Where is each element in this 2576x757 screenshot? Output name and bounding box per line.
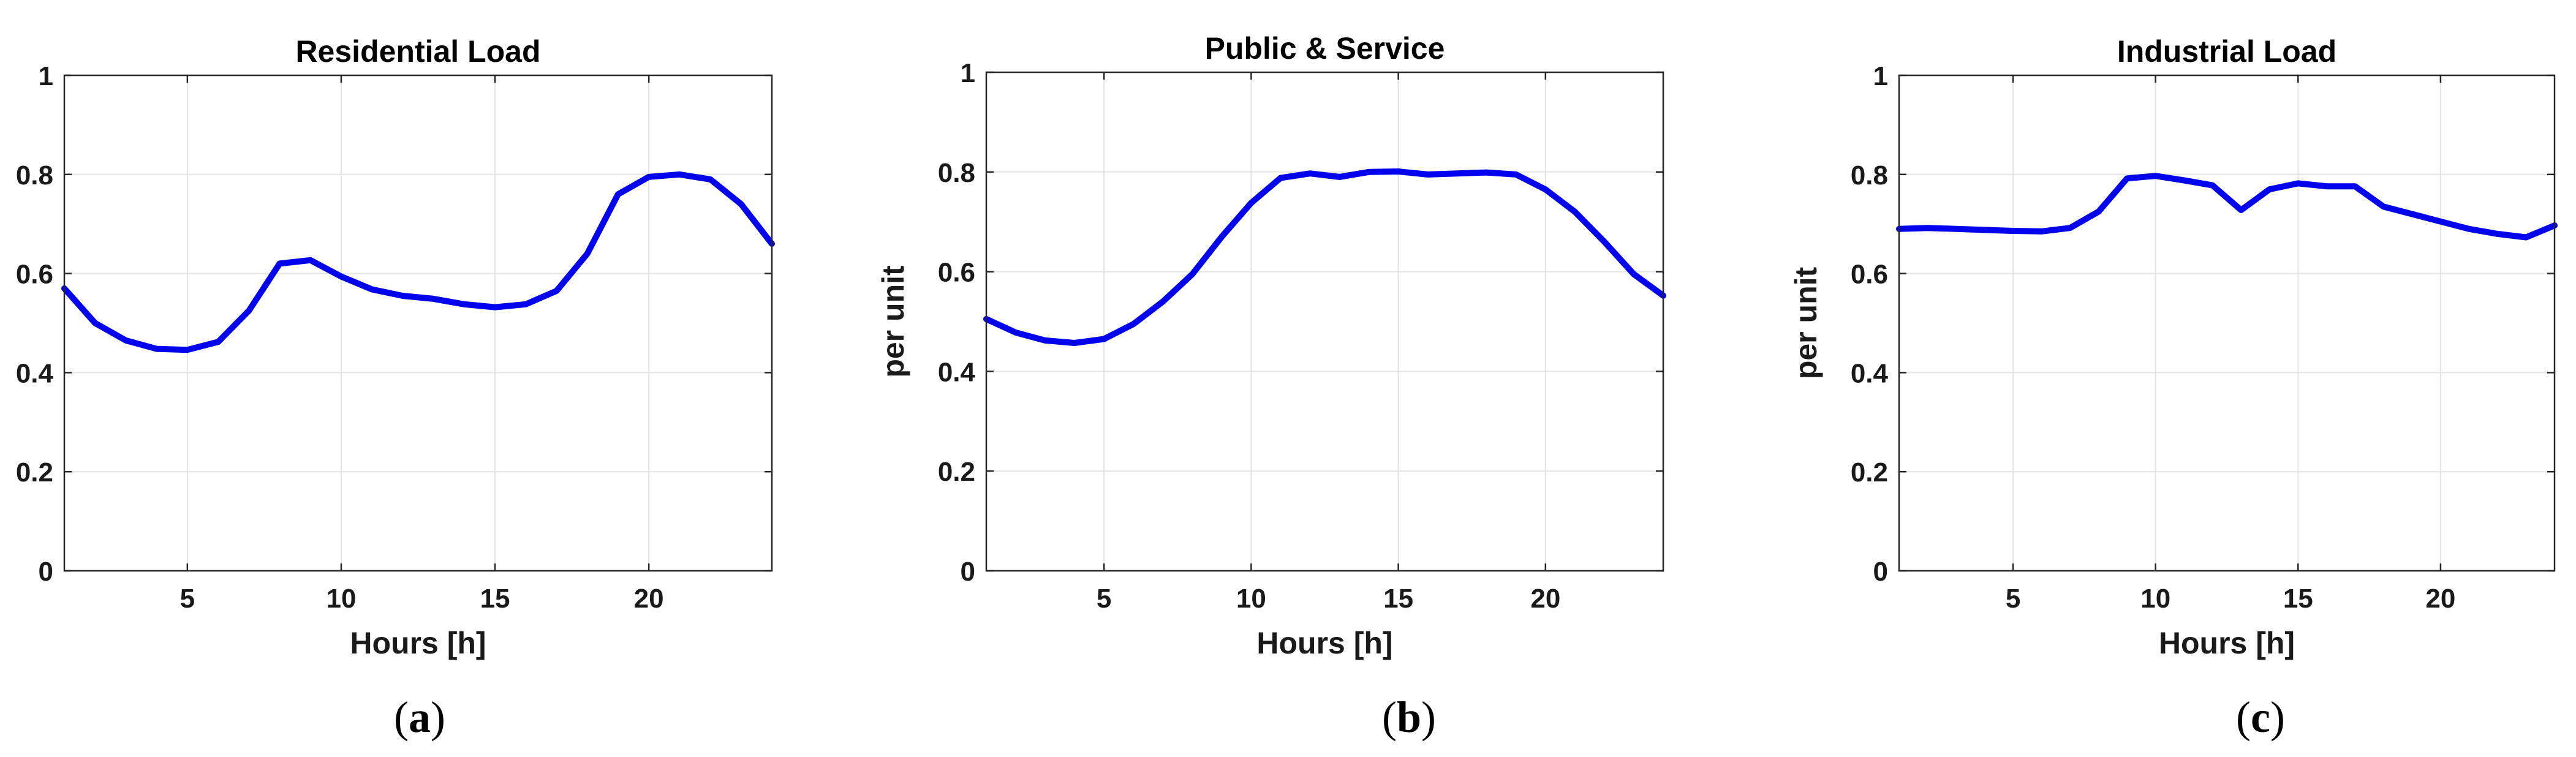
y-tick-label: 0.2 — [16, 458, 53, 488]
chart-title: Public & Service — [1205, 31, 1445, 66]
chart-title: Industrial Load — [2117, 34, 2336, 69]
caption-close-paren: ) — [431, 693, 445, 742]
chart-panel: 5 10 15 20 0 0.2 0.4 0.6 0.8 1 Industrial Load Hour… — [1789, 34, 2558, 742]
caption-letter: b — [1397, 693, 1421, 742]
y-axis-label: per unit — [876, 265, 910, 378]
y-tick-label: 0 — [39, 557, 53, 587]
x-tick-label: 5 — [1097, 584, 1111, 614]
y-tick-label: 0.4 — [1851, 358, 1889, 388]
caption-open-paren: ( — [394, 693, 409, 742]
y-tick-label: 0.6 — [938, 258, 975, 288]
y-tick-label: 0.2 — [938, 457, 975, 487]
y-tick-label: 0.6 — [1851, 260, 1888, 290]
series-line — [983, 168, 1666, 346]
y-tick-label: 0 — [961, 557, 975, 587]
x-tick-label: 15 — [480, 584, 510, 614]
y-tick-label: 0.8 — [16, 160, 53, 190]
y-tick-label: 0.4 — [16, 358, 54, 388]
x-tick-label: 15 — [2283, 584, 2313, 614]
x-tick-label: 20 — [2425, 584, 2455, 614]
caption-close-paren: ) — [2270, 693, 2285, 742]
y-tick-label: 1 — [961, 58, 975, 88]
series-line — [61, 171, 775, 353]
y-tick-label: 0.8 — [1851, 160, 1888, 190]
caption-open-paren: ( — [2236, 693, 2251, 742]
axes-box — [63, 74, 773, 572]
panel-caption: (b) — [1382, 693, 1436, 742]
x-axis-label: Hours [h] — [350, 626, 486, 660]
y-tick-label: 0.2 — [1851, 458, 1888, 488]
x-tick-label: 10 — [1236, 584, 1266, 614]
series-line — [1896, 173, 2558, 241]
caption-close-paren: ) — [1421, 693, 1436, 742]
y-tick-label: 1 — [39, 61, 53, 91]
chart-panel: 5 10 15 20 0 0.2 0.4 0.6 0.8 1 Public & Service Hou… — [876, 31, 1666, 742]
caption-letter: a — [409, 693, 431, 742]
axes-box — [1898, 74, 2556, 572]
x-axis-label: Hours [h] — [1256, 626, 1392, 660]
y-tick-label: 0.6 — [16, 260, 53, 290]
panel-caption: (c) — [2236, 693, 2285, 742]
x-tick-label: 20 — [634, 584, 664, 614]
x-tick-label: 15 — [1383, 584, 1413, 614]
x-tick-label: 10 — [326, 584, 356, 614]
panel-caption: (a) — [394, 693, 445, 742]
axes-box — [985, 71, 1664, 572]
chart-title: Residential Load — [295, 34, 540, 69]
x-tick-label: 5 — [2006, 584, 2020, 614]
y-tick-label: 0.4 — [938, 357, 976, 387]
x-tick-label: 20 — [1530, 584, 1560, 614]
x-tick-label: 5 — [180, 584, 195, 614]
y-tick-label: 1 — [1873, 61, 1888, 91]
caption-open-paren: ( — [1382, 693, 1397, 742]
x-axis-label: Hours [h] — [2159, 626, 2295, 660]
chart-panel: 5 10 15 20 0 0.2 0.4 0.6 0.8 1 Residential Load Hou… — [16, 34, 775, 742]
y-axis-label: per unit — [1789, 266, 1823, 379]
caption-letter: c — [2251, 693, 2270, 742]
x-tick-label: 10 — [2140, 584, 2170, 614]
y-tick-label: 0.8 — [938, 158, 975, 188]
y-tick-label: 0 — [1873, 557, 1888, 587]
